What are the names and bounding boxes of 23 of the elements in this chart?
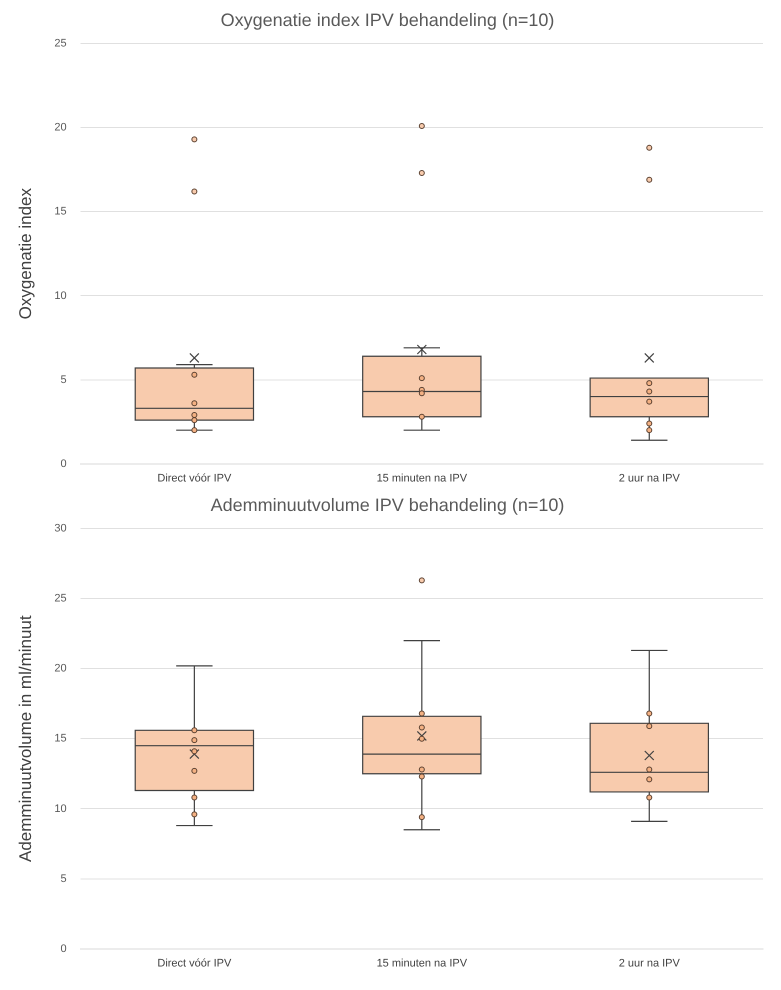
- y-tick-label: 0: [60, 942, 67, 955]
- x-tick-label: 15 minuten na IPV: [376, 472, 468, 484]
- y-tick-label: 25: [54, 38, 67, 50]
- y-tick-label: 5: [60, 374, 67, 386]
- x-tick-label: 2 uur na IPV: [618, 957, 681, 970]
- y-axis-title: Ademminuutvolume in ml/minuut: [16, 615, 35, 862]
- x-tick-label: Direct vóór IPV: [157, 957, 232, 970]
- y-axis-title: Oxygenatie index: [16, 188, 35, 320]
- y-tick-label: 15: [54, 732, 67, 745]
- y-tick-label: 10: [54, 290, 67, 302]
- x-tick-label: Direct vóór IPV: [157, 472, 232, 484]
- y-tick-label: 20: [54, 122, 67, 134]
- y-tick-label: 5: [60, 872, 67, 885]
- y-tick-label: 30: [54, 522, 67, 535]
- chart-title: Ademminuutvolume IPV behandeling (n=10): [210, 494, 564, 515]
- y-tick-label: 25: [54, 592, 67, 605]
- x-tick-label: 2 uur na IPV: [618, 472, 681, 484]
- y-tick-label: 10: [54, 802, 67, 815]
- chart-title: Oxygenatie index IPV behandeling (n=10): [220, 10, 554, 30]
- y-tick-label: 20: [54, 662, 67, 675]
- x-tick-label: 15 minuten na IPV: [376, 957, 468, 970]
- y-tick-label: 0: [60, 458, 67, 470]
- y-tick-label: 15: [54, 206, 67, 218]
